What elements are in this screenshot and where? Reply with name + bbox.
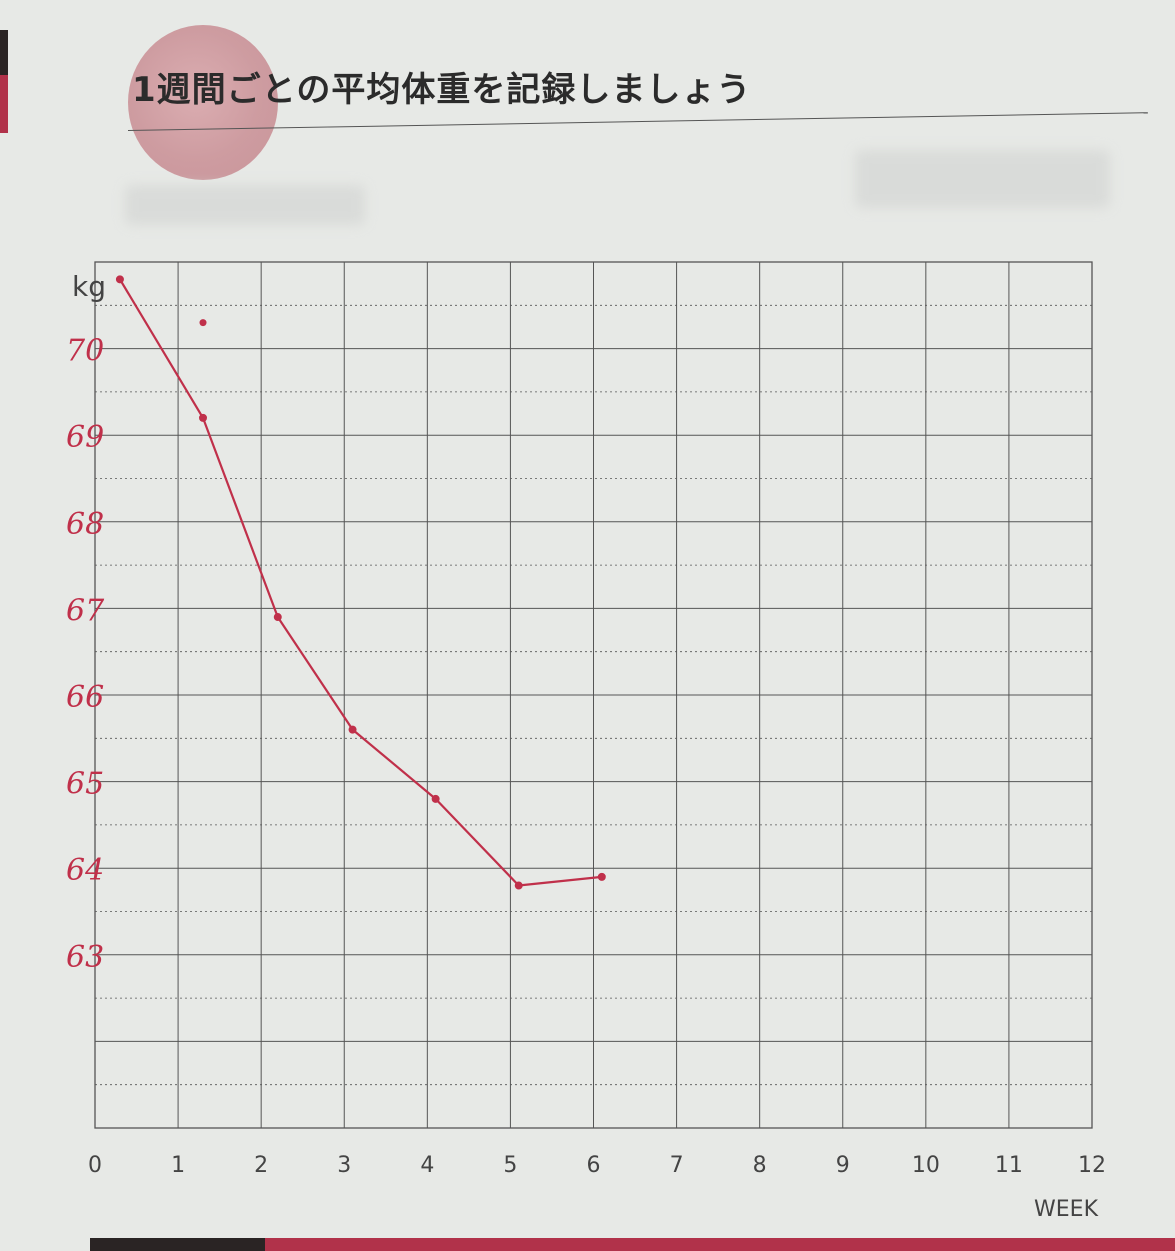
x-tick-label: 10 [912, 1153, 940, 1178]
y-tick-label: 66 [66, 680, 104, 715]
y-tick-label: 63 [66, 940, 104, 975]
edge-bar-red [0, 75, 8, 133]
data-point [597, 872, 606, 881]
unit-label: kg [72, 270, 106, 303]
data-point [115, 275, 124, 284]
y-tick-label: 70 [66, 334, 104, 369]
x-tick-label: 7 [670, 1153, 684, 1178]
x-tick-label: 8 [753, 1153, 767, 1178]
data-point [348, 725, 357, 734]
x-tick-label: 12 [1078, 1153, 1106, 1178]
x-tick-label: 11 [995, 1153, 1023, 1178]
data-point [431, 794, 440, 803]
heading-watercolor-circle [128, 25, 278, 180]
y-tick-label: 67 [66, 593, 105, 628]
edge-bar-dark [0, 30, 8, 75]
data-point [273, 613, 282, 622]
data-point [199, 413, 208, 422]
page-title: 1週間ごとの平均体重を記録しましょう [132, 70, 752, 110]
y-tick-label: 64 [66, 853, 104, 888]
x-tick-label: 1 [171, 1153, 185, 1178]
x-tick-label: 0 [88, 1153, 102, 1178]
x-tick-label: 9 [836, 1153, 850, 1178]
x-tick-label: 4 [420, 1153, 434, 1178]
bleed-through-block [125, 185, 365, 225]
series-line [118, 278, 520, 887]
x-tick-label: 2 [254, 1153, 268, 1178]
series-line [518, 875, 602, 887]
data-point-isolated [199, 319, 207, 327]
chart-grid [94, 261, 1093, 1129]
x-tick-label: 5 [503, 1153, 517, 1178]
bottom-bar-red [265, 1238, 1175, 1251]
bleed-through-block [855, 150, 1110, 208]
chart-series [115, 275, 606, 890]
y-tick-label: 69 [66, 420, 104, 455]
x-axis-label: WEEK [1034, 1197, 1099, 1222]
data-point [514, 881, 523, 890]
y-tick-label: 65 [66, 767, 104, 802]
x-tick-label: 6 [587, 1153, 601, 1178]
x-tick-label: 3 [337, 1153, 351, 1178]
y-tick-label: 68 [66, 507, 104, 542]
